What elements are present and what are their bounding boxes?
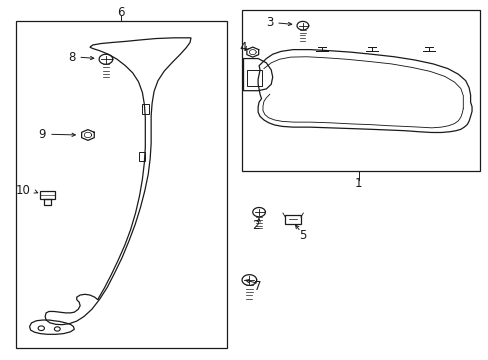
Text: 3: 3 — [266, 16, 273, 29]
Bar — [242, 10, 479, 171]
Bar — [285, 215, 300, 224]
Text: 7: 7 — [253, 280, 261, 293]
Bar — [44, 199, 51, 205]
Bar — [40, 191, 55, 199]
Bar — [138, 152, 145, 161]
Text: 9: 9 — [39, 128, 46, 141]
Text: 10: 10 — [16, 184, 30, 197]
Bar — [16, 21, 227, 348]
Text: 2: 2 — [252, 219, 260, 232]
Text: 8: 8 — [68, 51, 75, 64]
Bar — [246, 69, 261, 86]
Bar — [142, 104, 149, 113]
Text: 1: 1 — [354, 177, 362, 190]
Text: 6: 6 — [117, 6, 124, 19]
Text: 5: 5 — [299, 229, 306, 242]
Text: 4: 4 — [239, 41, 246, 54]
